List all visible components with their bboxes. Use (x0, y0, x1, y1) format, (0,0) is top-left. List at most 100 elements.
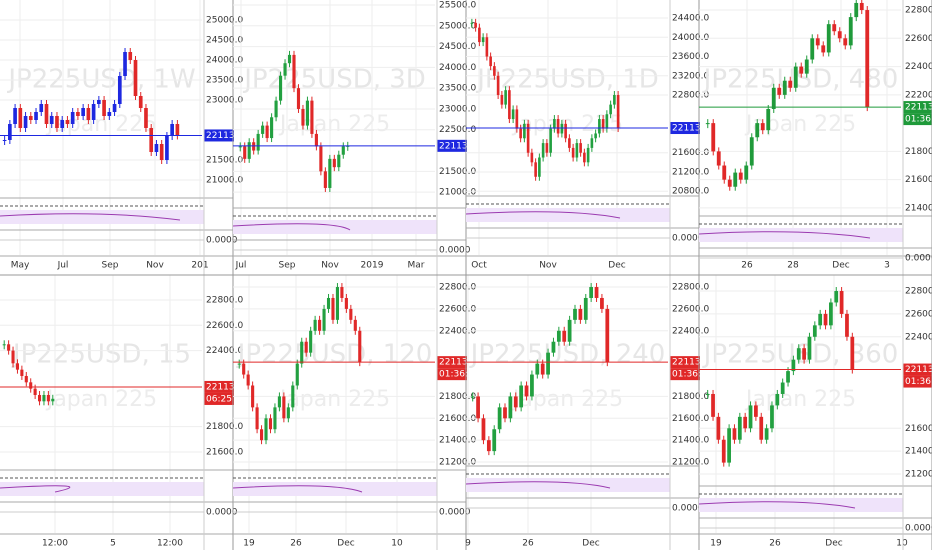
candle (358, 330, 362, 363)
candle (2, 344, 6, 346)
candle (744, 165, 749, 180)
candle (282, 396, 286, 419)
candle (716, 151, 721, 166)
candle (854, 2, 859, 18)
candle (328, 158, 332, 188)
candle (175, 124, 180, 136)
price-tag (670, 122, 700, 135)
candle (238, 146, 242, 148)
y-tick-label: 21500.0 (206, 156, 243, 166)
candle (274, 100, 278, 118)
candle (526, 123, 530, 153)
watermark: JP225USD, 240 (469, 340, 666, 370)
candle (546, 352, 550, 375)
candle (530, 374, 534, 397)
candle (318, 319, 322, 331)
x-tick-label: Dec (337, 539, 354, 549)
candle (314, 133, 318, 147)
candle (594, 133, 597, 139)
candle (300, 341, 304, 364)
watermark-sub: Japan 225 (45, 387, 157, 412)
candle (8, 124, 12, 140)
candle (102, 100, 106, 116)
candle (70, 112, 75, 124)
candle (268, 418, 273, 430)
candle (519, 128, 522, 139)
candle (243, 146, 247, 159)
x-tick-label: 19 (243, 539, 255, 549)
candle (583, 297, 588, 320)
candle (322, 308, 326, 331)
candle (55, 116, 59, 128)
candle (764, 428, 769, 440)
price-tag-text: 22113.4 (206, 131, 243, 141)
candle (716, 416, 721, 440)
osc-line (232, 223, 351, 231)
x-tick-label: 19 (710, 539, 722, 549)
rsi-band (233, 482, 437, 496)
x-tick-label: Dec (582, 539, 599, 549)
y-tick-label: 21800.0 (439, 392, 476, 402)
y-tick-label: 21600.0 (905, 424, 932, 434)
indicator-label: 0.0000 (439, 508, 471, 518)
price-tag (903, 363, 932, 376)
price-tag-text: 22113.4 (905, 103, 932, 113)
candle (733, 172, 738, 187)
candle (848, 17, 853, 46)
candle (799, 66, 804, 74)
y-tick-label: 24400.0 (672, 14, 709, 24)
x-tick-label: Dec (608, 261, 625, 271)
y-tick-label: 25000.0 (439, 21, 476, 31)
candle (738, 172, 743, 180)
osc-line (698, 501, 856, 509)
candle (826, 24, 831, 53)
candle (759, 416, 764, 440)
countdown-text: 06:25 (206, 394, 232, 404)
x-tick-label: 3 (884, 261, 890, 271)
candle (590, 138, 594, 148)
candle (845, 313, 849, 337)
candle (807, 336, 812, 360)
candle (586, 147, 590, 163)
price-tag (903, 101, 932, 114)
candle (748, 405, 753, 429)
candle (796, 348, 801, 360)
price-tag (437, 356, 467, 369)
countdown-text: 01:36:25 (905, 115, 932, 125)
candle (478, 27, 481, 43)
candle (264, 418, 268, 441)
candle (270, 117, 274, 139)
candle (530, 152, 534, 163)
osc-line (0, 485, 71, 493)
candle (237, 363, 241, 365)
candle (76, 112, 80, 116)
candle (138, 96, 143, 108)
candle (91, 104, 96, 120)
x-tick-label: 10 (391, 539, 403, 549)
candle (705, 393, 710, 395)
watermark: JP225USD, 1D (475, 65, 659, 95)
x-tick-label: 26 (769, 539, 781, 549)
candle (305, 100, 310, 126)
candle (323, 171, 327, 188)
y-tick-label: 21000.0 (439, 188, 476, 198)
candle (287, 54, 292, 64)
candle (564, 123, 567, 139)
candle (534, 162, 537, 177)
candle (277, 396, 281, 408)
candle (273, 407, 277, 430)
candle (49, 116, 54, 124)
candle (489, 56, 492, 67)
x-tick-label: 9 (465, 539, 471, 549)
candle (788, 80, 793, 88)
x-tick-label: May (11, 261, 30, 271)
candle (810, 38, 815, 60)
price-tag (204, 380, 234, 393)
x-tick-label: 201 (191, 261, 208, 271)
candle (508, 90, 511, 120)
candle (291, 385, 295, 408)
candle (583, 152, 586, 163)
candle (278, 75, 283, 101)
y-tick-label: 22400.0 (905, 332, 932, 342)
candle (705, 123, 710, 125)
